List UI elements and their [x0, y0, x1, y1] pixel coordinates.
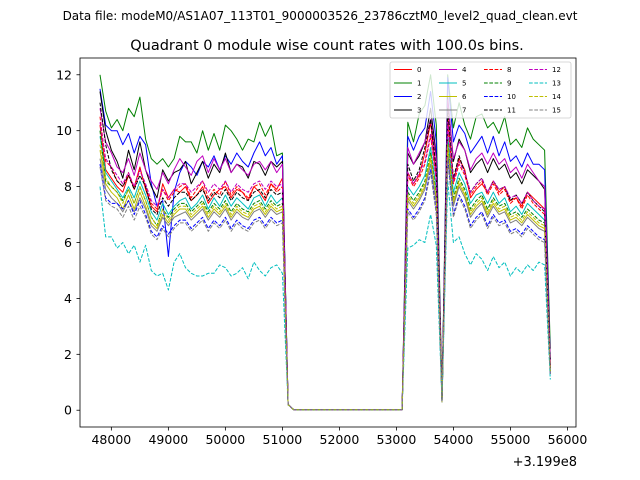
legend-box	[389, 61, 572, 119]
series-line-9	[99, 130, 551, 411]
y-tick-label: 6	[64, 235, 72, 250]
series-line-5	[99, 135, 551, 411]
legend-label-7: 7	[462, 107, 466, 115]
legend-label-3: 3	[417, 107, 421, 115]
y-tick-label: 8	[64, 179, 72, 194]
y-tick-label: 4	[64, 291, 72, 306]
legend-label-1: 1	[417, 80, 421, 88]
x-tick-label: 53000	[377, 432, 417, 447]
x-tick-label: 51000	[263, 432, 303, 447]
axes: 48000 49000 50000 51000 52000 53000 54000 55000…	[56, 57, 588, 447]
series-line-8	[99, 116, 551, 411]
series-line-11	[99, 102, 551, 411]
series-line-15	[99, 160, 551, 411]
legend-label-12: 12	[552, 66, 561, 74]
series-line-14	[99, 144, 551, 411]
x-tick-label: 56000	[548, 432, 588, 447]
series-line-4	[99, 99, 551, 411]
y-tick-label: 0	[64, 403, 72, 418]
legend-label-11: 11	[507, 107, 516, 115]
y-tick-label: 12	[56, 67, 72, 82]
x-tick-label: 50000	[205, 432, 245, 447]
y-tick-label: 10	[56, 123, 72, 138]
chart-title: Quadrant 0 module wise count rates with …	[130, 38, 524, 54]
legend-label-9: 9	[507, 80, 511, 88]
x-tick-label: 48000	[91, 432, 131, 447]
x-offset-label: +3.199e8	[513, 455, 577, 470]
legend-label-5: 5	[462, 80, 466, 88]
series-layer	[99, 74, 551, 411]
legend-label-4: 4	[462, 66, 467, 74]
legend-label-13: 13	[552, 80, 561, 88]
series-line-6	[99, 147, 551, 411]
legend-label-6: 6	[462, 93, 467, 101]
datafile-label: Data file: modeM0/AS1A07_113T01_90000035…	[63, 9, 578, 23]
legend-label-0: 0	[417, 66, 421, 74]
series-line-2	[99, 77, 551, 411]
x-tick-label: 52000	[320, 432, 360, 447]
x-tick-label: 49000	[148, 432, 188, 447]
series-line-7	[99, 152, 551, 411]
legend-label-2: 2	[417, 93, 421, 101]
y-tick-label: 2	[64, 347, 72, 362]
legend-label-14: 14	[552, 93, 561, 101]
series-line-1	[99, 74, 551, 411]
legend-label-8: 8	[507, 66, 511, 74]
x-tick-label: 54000	[434, 432, 474, 447]
legend-label-15: 15	[552, 107, 561, 115]
x-tick-label: 55000	[491, 432, 531, 447]
legend-label-10: 10	[507, 93, 516, 101]
